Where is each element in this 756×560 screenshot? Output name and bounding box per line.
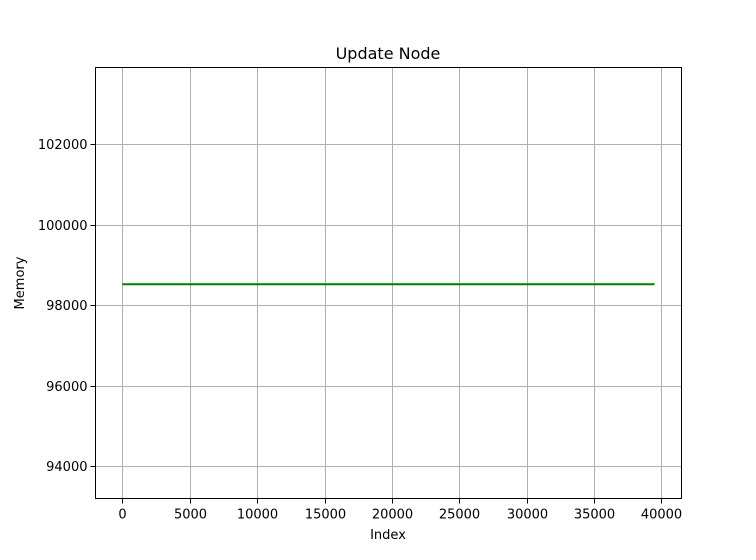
grid-lines [95,67,682,499]
y-tick-label: 96000 [46,380,87,395]
x-tick-label: 30000 [507,508,548,523]
y-tick-label: 102000 [38,138,88,153]
x-tick-label: 25000 [439,508,480,523]
x-tick-label: 15000 [305,508,346,523]
y-tick-label: 94000 [46,460,87,475]
plot-frame [95,67,682,499]
y-tick-label: 98000 [46,299,87,314]
x-tick-label: 5000 [174,508,207,523]
chart-title: Update Node [336,44,441,63]
ticks: 0 5000 10000 15000 20000 25000 30000 35000 40000… [38,138,682,523]
x-tick-label: 20000 [372,508,413,523]
x-tick-label: 35000 [574,508,615,523]
y-axis-label: Memory [13,256,28,309]
x-axis-label: Index [370,528,406,543]
x-tick-label: 10000 [237,508,278,523]
y-tick-label: 100000 [38,219,88,234]
x-tick-label: 40000 [641,508,682,523]
x-tick-label: 0 [118,508,126,523]
